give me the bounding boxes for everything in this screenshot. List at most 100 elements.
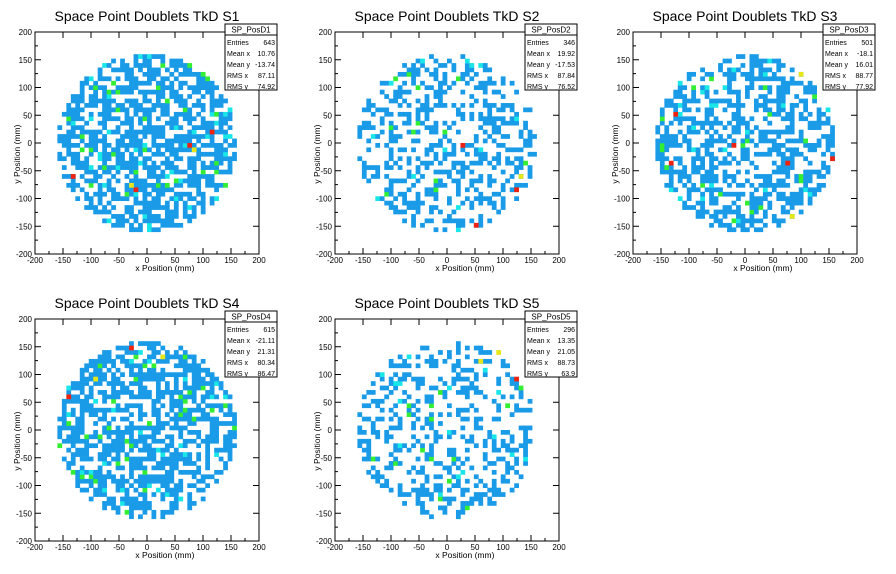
stats-value-mean-y: 21.31	[257, 349, 275, 356]
histogram-bin	[686, 71, 692, 77]
histogram-bin	[120, 345, 125, 351]
histogram-bin	[411, 376, 416, 382]
histogram-bin	[429, 147, 434, 153]
histogram-bin	[415, 416, 421, 422]
histogram-bin	[218, 403, 224, 409]
stats-label-rms-y: RMS y	[527, 84, 549, 91]
histogram-bin	[196, 134, 202, 139]
histogram-bin	[223, 111, 228, 117]
histogram-bin	[420, 469, 425, 475]
histogram-bin	[124, 116, 130, 122]
histogram-bin	[120, 443, 125, 449]
histogram-bin	[147, 76, 152, 82]
histogram-bin	[664, 156, 670, 162]
histogram-bin	[704, 174, 710, 179]
histogram-bin	[424, 345, 430, 351]
histogram-bin	[214, 182, 219, 188]
x-tick-label: 150	[224, 543, 238, 552]
stats-label-rms-x: RMS x	[227, 360, 249, 367]
histogram-bin	[155, 381, 161, 386]
histogram-bin	[142, 111, 148, 117]
histogram-bin	[424, 107, 430, 113]
histogram-bin	[686, 98, 692, 104]
histogram-bin	[514, 169, 519, 175]
histogram-bin	[187, 438, 193, 444]
histogram-bin	[740, 182, 746, 188]
histogram-bin	[700, 120, 705, 126]
histogram-bin	[151, 205, 157, 210]
histogram-bin	[106, 367, 112, 373]
histogram-bin	[825, 107, 831, 113]
histogram-bin	[740, 120, 746, 126]
histogram-bin	[731, 71, 737, 77]
histogram-bin	[70, 438, 76, 444]
histogram-bin	[812, 120, 817, 126]
histogram-bin	[379, 407, 385, 413]
histogram-bin	[97, 76, 103, 82]
stats-box-name: SP_PosD3	[829, 26, 869, 35]
histogram-bin	[460, 407, 466, 413]
histogram-bin	[70, 107, 76, 113]
histogram-bin	[155, 412, 161, 417]
histogram-bin	[758, 205, 764, 210]
histogram-bin	[442, 103, 448, 108]
histogram-bin	[704, 120, 710, 126]
histogram-bin	[173, 456, 179, 462]
histogram-bin	[173, 182, 179, 188]
histogram-bin	[200, 125, 206, 130]
histogram-bin	[361, 447, 367, 453]
stats-label-entries: Entries	[825, 40, 847, 47]
histogram-bin	[106, 89, 112, 95]
histogram-bin	[758, 174, 764, 179]
histogram-bin	[731, 103, 737, 108]
histogram-bin	[411, 443, 416, 449]
histogram-bin	[509, 160, 515, 166]
histogram-bin	[155, 196, 161, 202]
histogram-bin	[169, 465, 175, 471]
y-axis-label: y Position (mm)	[312, 411, 322, 470]
histogram-bin	[384, 160, 390, 166]
histogram-bin	[455, 514, 461, 520]
histogram-bin	[785, 169, 791, 175]
histogram-bin	[767, 200, 773, 206]
histogram-bin	[173, 385, 179, 391]
histogram-bin	[191, 483, 197, 489]
histogram-bin	[164, 156, 170, 162]
histogram-bin	[415, 354, 421, 360]
histogram-bin	[420, 501, 425, 506]
histogram-bin	[102, 452, 107, 457]
histogram-bin	[164, 174, 170, 179]
histogram-bin	[79, 80, 85, 86]
histogram-bin	[129, 501, 134, 506]
histogram-bin	[111, 222, 116, 228]
histogram-bin	[169, 125, 175, 130]
chart-title: Space Point Doublets TkD S1	[55, 8, 240, 24]
histogram-bin	[79, 107, 85, 113]
histogram-bin	[379, 416, 385, 422]
histogram-bin	[133, 182, 139, 188]
histogram-bin	[451, 178, 457, 184]
histogram-bin	[164, 214, 170, 219]
histogram-bin	[397, 416, 403, 422]
histogram-bin	[115, 191, 121, 197]
histogram-bin	[469, 67, 475, 73]
histogram-bin	[155, 85, 161, 91]
histogram-bin	[455, 358, 461, 364]
histogram-bin	[102, 151, 107, 157]
x-tick-label: -50	[413, 543, 425, 552]
x-tick-label: -150	[355, 256, 372, 265]
histogram-bin	[659, 138, 665, 144]
histogram-bin	[102, 156, 107, 162]
histogram-bin	[745, 85, 750, 91]
stats-label-mean-x: Mean x	[227, 338, 250, 345]
histogram-bin	[487, 200, 493, 206]
histogram-bin	[780, 116, 786, 122]
histogram-bin	[482, 80, 488, 86]
histogram-bin	[370, 398, 376, 404]
histogram-bin	[84, 403, 90, 409]
x-tick-label: 100	[496, 543, 510, 552]
histogram-bin	[420, 200, 425, 206]
histogram-bin	[438, 178, 443, 184]
histogram-bin	[514, 89, 519, 95]
stats-value-rms-y: 74.92	[257, 84, 275, 91]
